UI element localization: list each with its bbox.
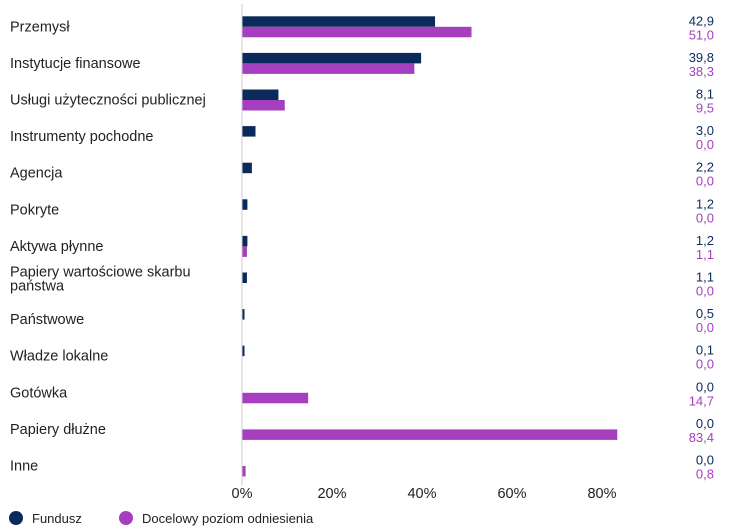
category-label-instytucje-finansowe: Instytucje finansowe (10, 56, 141, 72)
value-label-benchmark-agencja: 0,0 (696, 174, 714, 189)
legend-marker-fundusz (9, 511, 23, 525)
bar-fundusz-przemysl (242, 16, 436, 27)
value-label-fundusz-instrumenty-pochodne: 3,0 (696, 123, 714, 138)
bars-layer (242, 16, 618, 477)
value-labels: 42,951,039,838,38,19,53,00,02,20,01,20,0… (689, 13, 714, 481)
x-tick-0: 0% (232, 486, 253, 502)
category-label-aktywa-plynne: Aktywa płynne (10, 239, 104, 255)
bar-benchmark-instytucje-finansowe (242, 63, 415, 74)
value-label-benchmark-panstwowe: 0,0 (696, 320, 714, 335)
bar-fundusz-wladze-lokalne (242, 345, 245, 357)
value-label-fundusz-instytucje-finansowe: 39,8 (689, 50, 714, 65)
category-label-gotowka: Gotówka (10, 385, 68, 401)
category-label-agencja: Agencja (10, 166, 63, 182)
legend: Fundusz Docelowy poziom odniesienia (9, 511, 314, 526)
x-tick-40: 40% (407, 486, 436, 502)
value-label-benchmark-pokryte: 0,0 (696, 210, 714, 225)
category-labels: Przemysł Instytucje finansowe Usługi użyte… (10, 19, 206, 474)
bar-fundusz-agencja (242, 162, 252, 174)
bar-benchmark-papiery-dluzne (242, 429, 618, 440)
value-label-fundusz-przemysl: 42,9 (689, 13, 714, 28)
value-label-fundusz-inne: 0,0 (696, 453, 714, 468)
category-label-inne: Inne (10, 459, 38, 475)
value-label-fundusz-wladze-lokalne: 0,1 (696, 343, 714, 358)
value-label-fundusz-papiery-wartosciowe-skarbu-panstwa: 1,1 (696, 270, 714, 285)
value-label-benchmark-instytucje-finansowe: 38,3 (689, 64, 714, 79)
value-label-benchmark-uslugi-uzytecznosci-publicznej: 9,5 (696, 101, 714, 116)
category-label-pokryte: Pokryte (10, 202, 59, 218)
value-label-benchmark-aktywa-plynne: 1,1 (696, 247, 714, 262)
category-label-panstwowe: Państwowe (10, 312, 84, 328)
value-label-fundusz-papiery-dluzne: 0,0 (696, 416, 714, 431)
value-label-benchmark-inne: 0,8 (696, 467, 714, 482)
value-label-fundusz-uslugi-uzytecznosci-publicznej: 8,1 (696, 87, 714, 102)
x-tick-60: 60% (497, 486, 526, 502)
value-label-fundusz-aktywa-plynne: 1,2 (696, 233, 714, 248)
bar-fundusz-papiery-wartosciowe-skarbu-panstwa (242, 272, 247, 283)
value-label-benchmark-papiery-dluzne: 83,4 (689, 430, 714, 445)
category-label-papiery-wartosciowe-skarbu-panstwa: Papiery wartościowe skarbu państwa (10, 265, 191, 295)
value-label-benchmark-przemysl: 51,0 (689, 27, 714, 42)
value-label-fundusz-gotowka: 0,0 (696, 379, 714, 394)
value-label-fundusz-pokryte: 1,2 (696, 196, 714, 211)
x-tick-20: 20% (317, 486, 346, 502)
legend-label-fundusz: Fundusz (32, 511, 82, 526)
value-label-fundusz-agencja: 2,2 (696, 160, 714, 175)
value-label-benchmark-wladze-lokalne: 0,0 (696, 357, 714, 372)
bar-fundusz-pokryte (242, 199, 248, 210)
bar-fundusz-panstwowe (242, 309, 245, 320)
legend-marker-benchmark (119, 511, 133, 525)
legend-label-benchmark: Docelowy poziom odniesienia (142, 511, 314, 526)
x-tick-labels: 0% 20% 40% 60% 80% (232, 486, 617, 502)
value-label-benchmark-papiery-wartosciowe-skarbu-panstwa: 0,0 (696, 284, 714, 299)
category-label-przemysl: Przemysł (10, 19, 70, 35)
category-label-uslugi-uzytecznosci-publicznej: Usługi użyteczności publicznej (10, 93, 206, 109)
bar-fundusz-instrumenty-pochodne (242, 126, 256, 137)
bar-benchmark-przemysl (242, 26, 472, 38)
bar-benchmark-uslugi-uzytecznosci-publicznej (242, 100, 285, 111)
category-label-instrumenty-pochodne: Instrumenty pochodne (10, 129, 153, 145)
bar-fundusz-uslugi-uzytecznosci-publicznej (242, 89, 279, 100)
bar-fundusz-instytucje-finansowe (242, 52, 422, 64)
value-label-benchmark-gotowka: 14,7 (689, 393, 714, 408)
bar-benchmark-gotowka (242, 392, 309, 404)
category-label-papiery-dluzne: Papiery dłużne (10, 422, 106, 438)
bar-benchmark-inne (242, 466, 246, 477)
bar-benchmark-aktywa-plynne (242, 246, 247, 257)
value-label-fundusz-panstwowe: 0,5 (696, 306, 714, 321)
category-label-wladze-lokalne: Władze lokalne (10, 349, 108, 365)
value-label-benchmark-instrumenty-pochodne: 0,0 (696, 137, 714, 152)
bar-fundusz-aktywa-plynne (242, 235, 248, 247)
x-tick-80: 80% (587, 486, 616, 502)
